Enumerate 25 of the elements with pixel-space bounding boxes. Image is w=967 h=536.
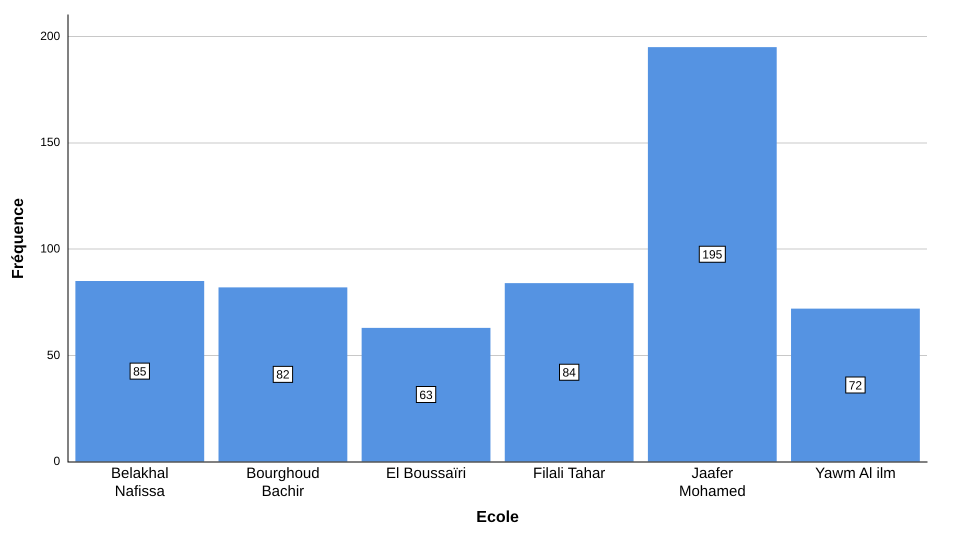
y-tick-label: 150 — [40, 135, 61, 150]
data-label: 72 — [848, 378, 862, 392]
x-tick-label: Jaafer Mohamed — [678, 464, 746, 500]
y-axis-title: Fréquence — [10, 198, 28, 279]
x-tick-label: Bourghoud Bachir — [246, 464, 320, 500]
bar — [362, 328, 490, 462]
x-axis-title: Ecole — [476, 508, 520, 526]
bar — [504, 283, 634, 462]
y-tick-label: 50 — [46, 348, 61, 362]
data-label: 85 — [133, 364, 147, 378]
data-label: 63 — [419, 388, 434, 402]
data-label: 82 — [276, 368, 290, 382]
bar — [218, 287, 348, 462]
bar — [791, 308, 920, 462]
x-tick-label: El Boussaïri — [386, 464, 466, 482]
y-tick-label: 200 — [40, 28, 61, 43]
bar — [75, 281, 204, 462]
x-tick-label: Yawm Al ilm — [815, 464, 896, 482]
data-label: 195 — [702, 248, 723, 262]
y-tick-label: 100 — [40, 241, 61, 256]
x-tick-label: Filali Tahar — [533, 464, 606, 482]
x-tick-label: Belakhal Nafissa — [111, 464, 169, 500]
y-tick-label: 0 — [54, 454, 61, 468]
bar — [648, 47, 777, 462]
data-label: 84 — [562, 366, 576, 380]
